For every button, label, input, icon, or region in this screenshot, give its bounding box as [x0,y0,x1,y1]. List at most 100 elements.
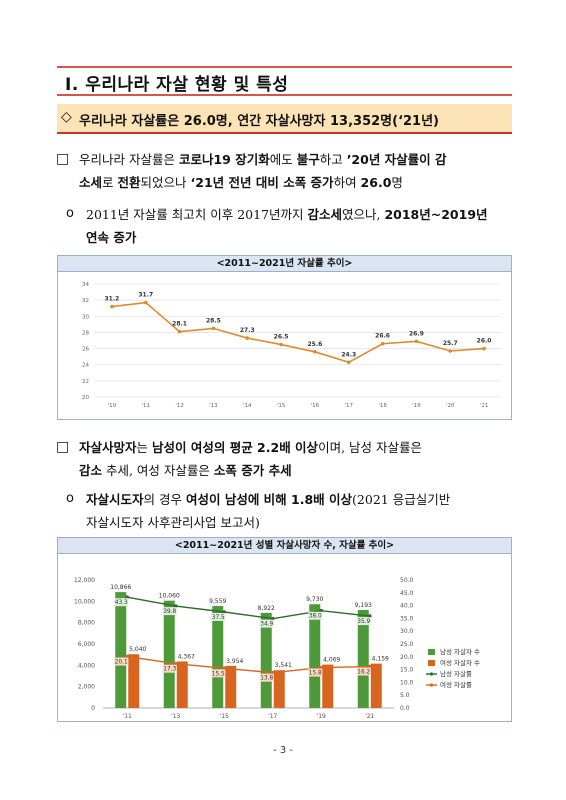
paragraph-1-line-1: 우리나라 자살률은 코로나19 장기화에도 불구하고 ’20년 자살률이 감 [79,148,447,171]
x-tick-label: '11 [141,403,150,409]
female-count-bar [176,661,188,708]
x-tick-label: '19 [317,713,326,720]
y-left-tick-label: 0 [91,705,95,712]
legend-marker [429,683,434,687]
bold-text-run: 26.0 [360,175,392,190]
data-label: 27.3 [240,327,255,334]
chart-1-title: <2011~2021년 자살률 추이> [58,256,511,272]
rate-label-bg [211,669,226,678]
male-rate-point [222,610,227,614]
male-count-label: 10,060 [159,593,180,600]
female-count-label: 4,159 [372,656,389,663]
y-tick-label: 24 [82,363,89,369]
data-point [482,346,486,351]
paragraph-3-line-2: 감소 추세, 여성 자살률은 소폭 증가 추세 [79,459,292,482]
bold-text-run: 자살사망자 [79,440,137,455]
y-right-tick-label: 40.0 [400,603,414,610]
rate-label-bg [259,619,274,628]
text-run: 하고 [319,152,347,167]
section-title: Ⅰ. 우리나라 자살 현황 및 특성 [65,75,289,95]
male-rate-point [319,608,324,613]
rate-label-bg [114,598,129,607]
female-rate-label: 20.1 [115,660,128,666]
data-label: 28.5 [206,317,221,324]
y-right-tick-label: 0.0 [400,705,410,712]
text-run: 우리나라 자살률은 [79,152,179,167]
data-label: 26.5 [274,334,289,341]
data-label: 31.2 [105,296,120,303]
data-label: 25.6 [308,341,323,348]
legend-label: 여성 자살자 수 [440,658,480,667]
female-rate-point [173,661,178,666]
legend-label: 여성 자살률 [440,680,472,689]
female-rate-point [319,665,324,670]
female-rate-label: 15.5 [212,671,225,677]
rate-label-bg [308,668,323,677]
y-right-tick-label: 35.0 [400,615,414,622]
x-tick-label: '21 [365,713,374,720]
legend-marker [429,672,434,676]
headline-box: ◇ 우리나라 자살률은 26.0명, 연간 자살사망자 13,352명(‘21년… [57,104,512,134]
legend-label: 남성 자살률 [440,669,472,678]
data-label: 26.6 [375,333,390,340]
male-count-label: 9,193 [355,602,372,609]
y-left-tick-label: 12,000 [74,577,95,584]
text-run: 되었으나 [140,175,191,190]
female-count-label: 3,541 [275,662,292,669]
data-point [346,360,351,365]
y-left-tick-label: 6,000 [78,641,95,648]
y-right-tick-label: 10.0 [400,679,414,686]
rate-label-bg [211,613,226,621]
x-tick-label: '11 [123,713,132,720]
y-right-tick-label: 45.0 [400,590,414,597]
x-tick-label: '18 [378,403,387,409]
data-label: 28.1 [172,321,187,328]
y-right-tick-label: 5.0 [400,692,410,699]
male-rate-label: 35.9 [357,619,370,625]
text-run: 추세, 여성 자살률은 [102,463,214,478]
x-tick-label: '19 [412,403,421,409]
data-point [279,342,283,347]
bold-text-run: 자살시도자 [86,492,144,507]
male-rate-label: 37.5 [212,615,225,621]
suicide-rate-line-chart: 20 22 24 26 28 30 32 34 '10 '11 '12 '13 '14 '15 '16 '17… [82,282,501,409]
x-tick-label: '13 [209,403,218,409]
bold-text-run: ’20년 자살률이 감 [346,152,447,167]
male-rate-label: 38.0 [309,614,322,620]
female-rate-point [222,666,227,671]
bold-text-run: 소폭 증가 추세 [213,463,292,478]
female-count-bar [128,654,140,708]
bold-text-run: ‘21년 전년 대비 소폭 증가 [190,175,334,190]
male-rate-line [127,596,370,620]
bold-text-run: 연속 증가 [86,230,137,245]
data-label: 26.9 [409,330,424,337]
y-tick-label: 30 [82,314,89,320]
paragraph-1-line-2: 소세로 전환되었으나 ‘21년 전년 대비 소폭 증가하여 26.0명 [79,171,403,194]
x-tick-label: '17 [268,713,277,720]
y-tick-label: 28 [82,330,89,336]
male-rate-label: 34.9 [260,622,273,628]
paragraph-2-line-1: 2011년 자살률 최고치 이후 2017년까지 감소세였으나, 2018년~2… [86,203,488,226]
male-rate-point [125,595,130,599]
male-count-bar [212,606,224,708]
legend-label: 남성 자살자 수 [440,647,480,656]
diamond-bullet-icon: ◇ [61,109,72,125]
text-run: 자살시도자 사후관리사업 보고서) [86,515,260,530]
y-tick-label: 20 [82,395,89,401]
male-count-label: 10,866 [110,584,131,591]
text-run: 하여 [333,175,361,190]
y-left-tick-label: 2,000 [78,684,95,691]
y-right-tick-label: 20.0 [400,654,414,661]
rate-label-bg [114,657,129,666]
page-number: - 3 - [273,745,293,756]
data-point [313,350,317,354]
y-left-tick-label: 8,000 [78,620,95,627]
female-rate-point [270,670,275,675]
female-rate-label: 16.2 [357,670,370,676]
male-rate-label: 43.3 [115,600,128,606]
circle-bullet-icon: o [66,491,74,506]
text-run: 2011년 자살률 최고치 이후 2017년까지 [86,207,308,222]
text-run: (2021 응급실기반 [352,492,451,507]
rate-label-bg [356,667,371,676]
suicide-rate-chart: <2011~2021년 자살률 추이> 20 22 24 26 28 30 32 34 '10 '… [57,255,512,420]
